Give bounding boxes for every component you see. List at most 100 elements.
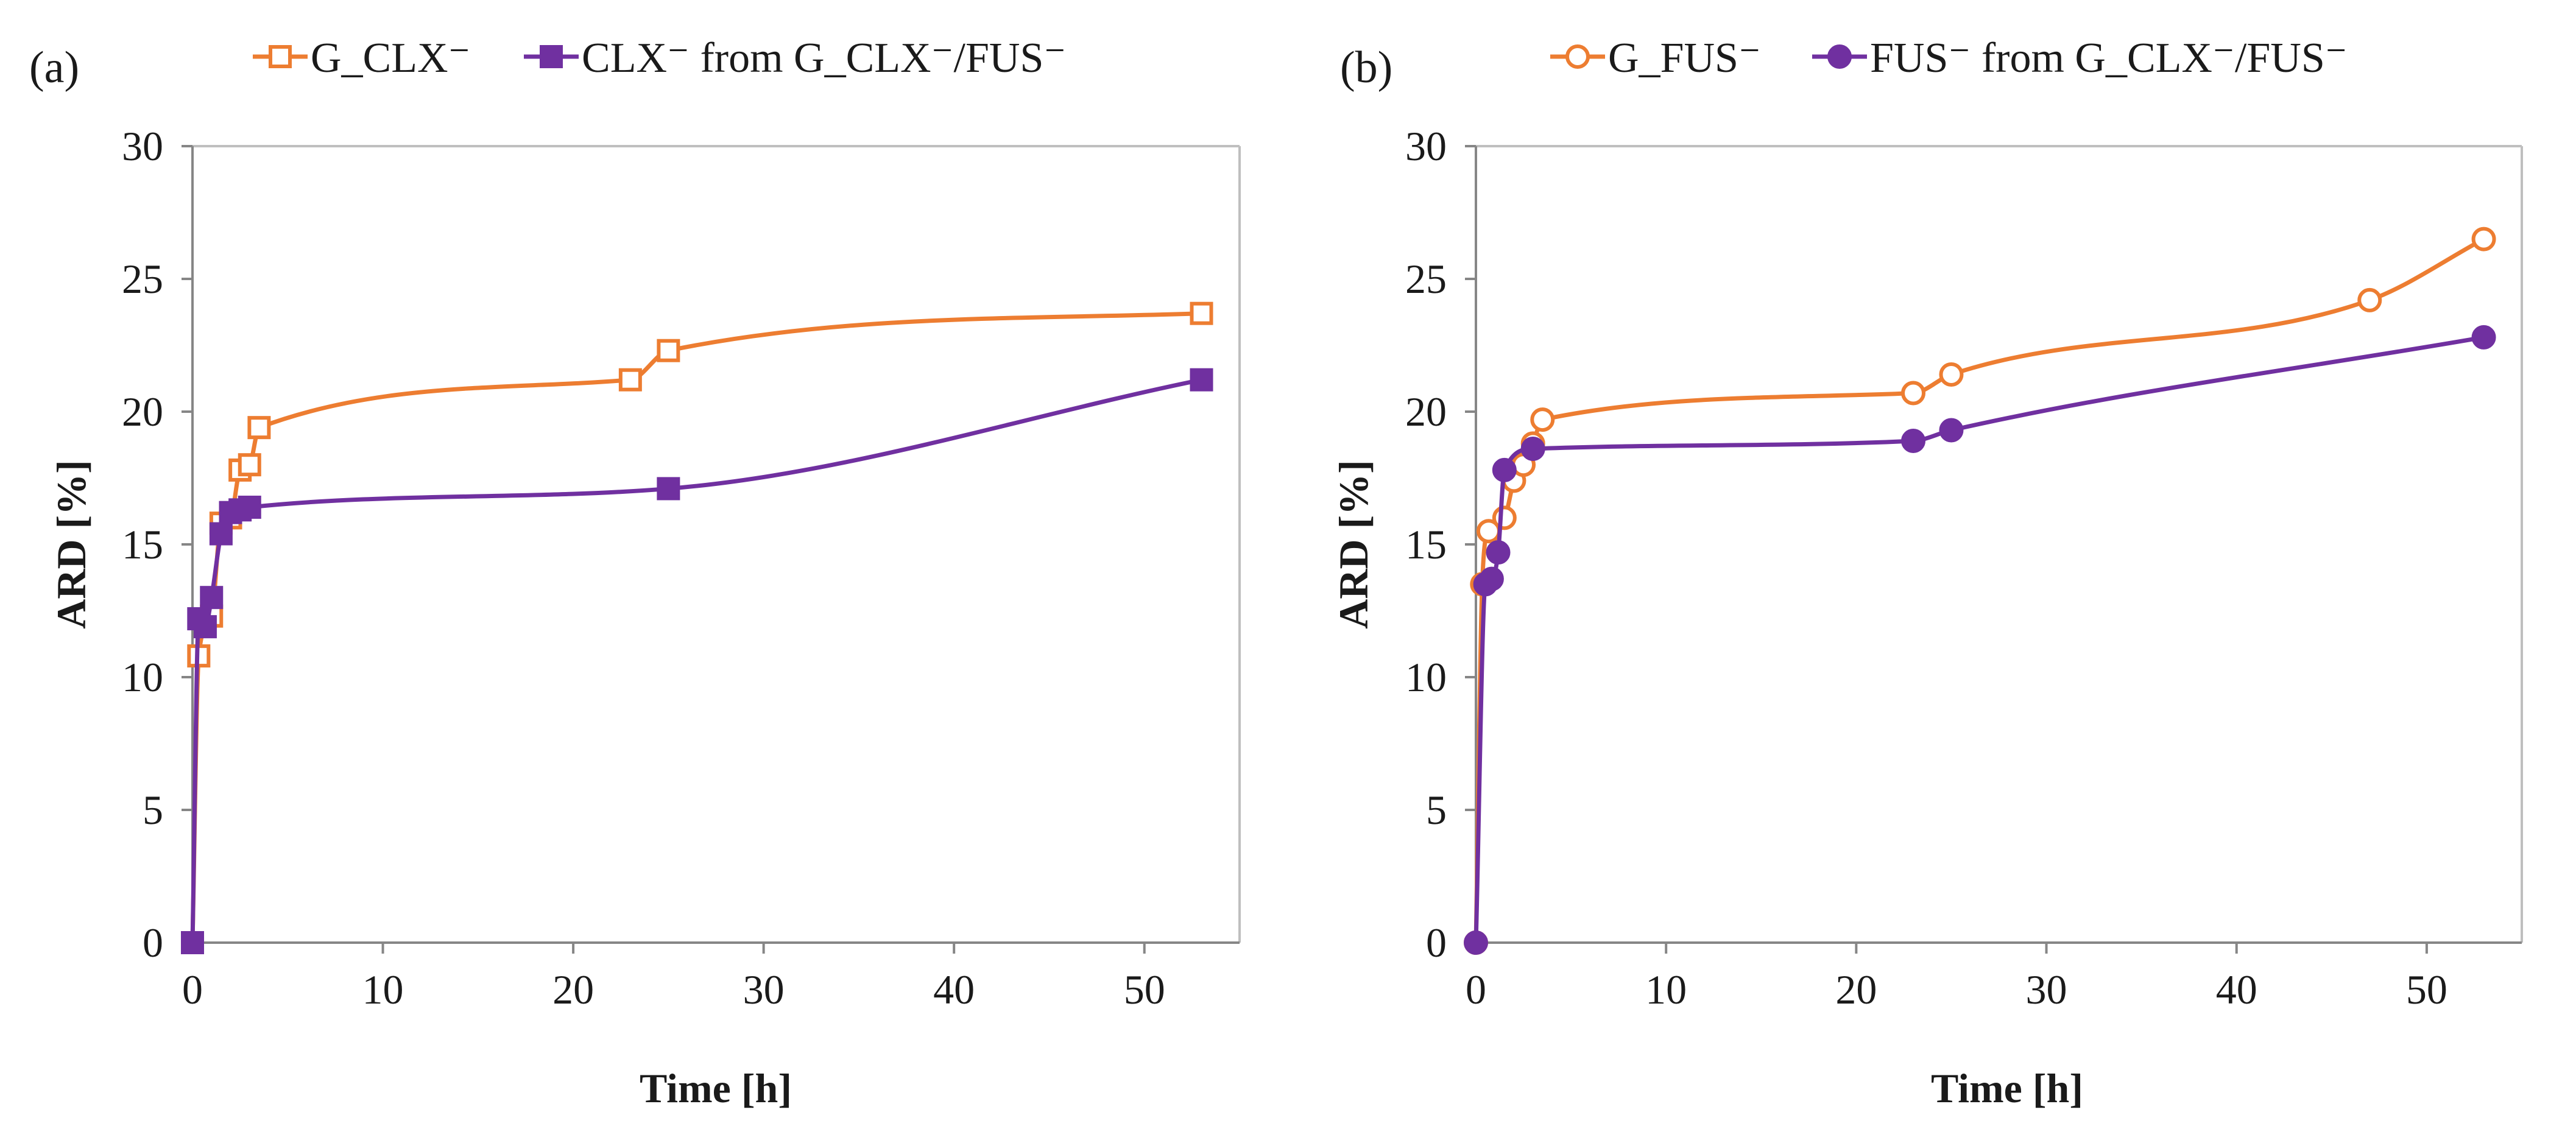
panel-a-series-1-point	[200, 586, 224, 610]
y-tick: 5	[143, 787, 192, 833]
svg-text:20: 20	[1405, 389, 1447, 435]
legend-a-s0-marker-icon	[269, 45, 292, 68]
y-tick: 30	[1405, 123, 1476, 169]
y-tick: 15	[122, 521, 192, 568]
x-tick: 0	[1466, 943, 1486, 1013]
svg-text:30: 30	[2026, 966, 2067, 1013]
y-tick: 5	[1426, 787, 1476, 833]
svg-text:15: 15	[122, 521, 163, 568]
panel-b-series-1-point	[1901, 428, 1926, 453]
panel-a-series-0-point	[238, 453, 261, 477]
y-tick: 30	[122, 123, 192, 169]
y-tick: 20	[122, 389, 192, 435]
panel-a-series-1-point	[1190, 368, 1213, 392]
panel-b-series-0-point	[2357, 287, 2382, 312]
x-tick: 50	[2406, 943, 2447, 1013]
panel-b-x-ticks: 0 10 20 30 40 50	[1466, 943, 2447, 1013]
svg-text:10: 10	[362, 966, 404, 1013]
panel-b-series-1-point	[2471, 325, 2496, 350]
svg-text:40: 40	[2216, 966, 2257, 1013]
svg-text:20: 20	[122, 389, 163, 435]
panel-a-series-0-point	[247, 416, 271, 440]
panel-a-legend: G_CLX⁻ CLX⁻ from G_CLX⁻/FUS⁻	[253, 35, 1066, 82]
panel-b-series-0-point	[1901, 381, 1926, 406]
panel-a-series-1-point	[238, 495, 261, 519]
legend-b-s0-marker-icon	[1565, 44, 1590, 69]
panel-a-series-1-point	[209, 522, 233, 546]
panel-b-series-1-line	[1473, 335, 2486, 945]
panel-b-x-axis-title: Time [h]	[1931, 1065, 2083, 1111]
y-tick: 10	[122, 654, 192, 700]
legend-a-s0-label: G_CLX⁻	[311, 35, 471, 82]
panel-b-chart: (b) G_FUS⁻ FUS⁻ from G_CLX⁻/FUS⁻ 0 5 10 …	[1330, 35, 2523, 1111]
svg-text:10: 10	[1645, 966, 1687, 1013]
panel-b-series-0-point	[2471, 227, 2496, 251]
panel-a-chart: (a) G_CLX⁻ CLX⁻ from G_CLX⁻/FUS⁻ 0 5 10 …	[29, 35, 1241, 1111]
legend-b-s0-label: G_FUS⁻	[1608, 35, 1761, 82]
panel-a-label: (a)	[29, 43, 79, 93]
svg-text:50: 50	[1124, 966, 1165, 1013]
svg-text:10: 10	[1405, 654, 1447, 700]
panel-a-series-0-line	[190, 311, 1204, 945]
svg-text:30: 30	[1405, 123, 1447, 169]
x-tick: 40	[2216, 943, 2257, 1013]
y-tick: 20	[1405, 389, 1476, 435]
panel-b-series-0-point	[1530, 407, 1555, 432]
panel-a-series-1-point	[657, 477, 680, 501]
panel-b-series-1-point	[1486, 540, 1511, 565]
svg-text:0: 0	[143, 920, 163, 966]
panel-a-series	[181, 301, 1213, 954]
x-tick: 40	[933, 943, 975, 1013]
svg-text:30: 30	[743, 966, 785, 1013]
panel-b-legend: G_FUS⁻ FUS⁻ from G_CLX⁻/FUS⁻	[1550, 35, 2348, 82]
panel-b-series-0-line	[1473, 237, 2486, 945]
y-tick: 10	[1405, 654, 1476, 700]
y-tick: 25	[1405, 256, 1476, 302]
svg-text:50: 50	[2406, 966, 2447, 1013]
panel-b-series-0-point	[1492, 505, 1517, 530]
svg-text:5: 5	[1426, 787, 1447, 833]
y-tick: 25	[122, 256, 192, 302]
svg-text:25: 25	[122, 256, 163, 302]
panel-a-x-axis-title: Time [h]	[640, 1065, 792, 1111]
panel-a-y-axis-title: ARD [%]	[48, 460, 94, 629]
panel-b-series-1-point	[1464, 930, 1488, 955]
x-tick: 10	[362, 943, 404, 1013]
svg-text:10: 10	[122, 654, 163, 700]
panel-b-series-1-point	[1939, 418, 1964, 443]
panel-b-label: (b)	[1340, 43, 1392, 93]
panel-b-series-0-point	[1939, 362, 1964, 387]
x-tick: 20	[1835, 943, 1877, 1013]
panel-a-series-1-point	[193, 615, 217, 639]
svg-text:5: 5	[143, 787, 163, 833]
panel-b-series-1-point	[1479, 566, 1504, 591]
svg-text:0: 0	[1466, 966, 1486, 1013]
svg-text:25: 25	[1405, 256, 1447, 302]
panel-a-series-0-point	[618, 368, 642, 392]
legend-b-s1-label: FUS⁻ from G_CLX⁻/FUS⁻	[1870, 35, 2348, 82]
y-tick: 0	[143, 920, 192, 966]
legend-a-s1-marker-icon	[540, 45, 563, 68]
panel-a-y-ticks: 0 5 10 15 20 25 30	[122, 123, 192, 966]
panel-b-series	[1464, 227, 2496, 955]
svg-text:20: 20	[1835, 966, 1877, 1013]
panel-b-series-1-point	[1520, 437, 1545, 462]
y-tick: 15	[1405, 521, 1476, 568]
svg-text:15: 15	[1405, 521, 1447, 568]
svg-text:30: 30	[122, 123, 163, 169]
panel-a-series-1-point	[181, 931, 204, 954]
legend-a-s1-label: CLX⁻ from G_CLX⁻/FUS⁻	[582, 35, 1066, 82]
panel-b-y-axis-title: ARD [%]	[1330, 460, 1377, 629]
panel-b-y-ticks: 0 5 10 15 20 25 30	[1405, 123, 1476, 966]
x-tick: 50	[1124, 943, 1165, 1013]
svg-text:0: 0	[182, 966, 203, 1013]
panel-a-series-0-point	[657, 339, 680, 362]
legend-b-s1-marker-icon	[1827, 44, 1852, 69]
panel-a-x-ticks: 0 10 20 30 40 50	[182, 943, 1165, 1013]
svg-text:0: 0	[1426, 920, 1447, 966]
svg-text:40: 40	[933, 966, 975, 1013]
x-tick: 30	[743, 943, 785, 1013]
panel-a-series-0-point	[1190, 301, 1213, 325]
svg-text:20: 20	[552, 966, 594, 1013]
